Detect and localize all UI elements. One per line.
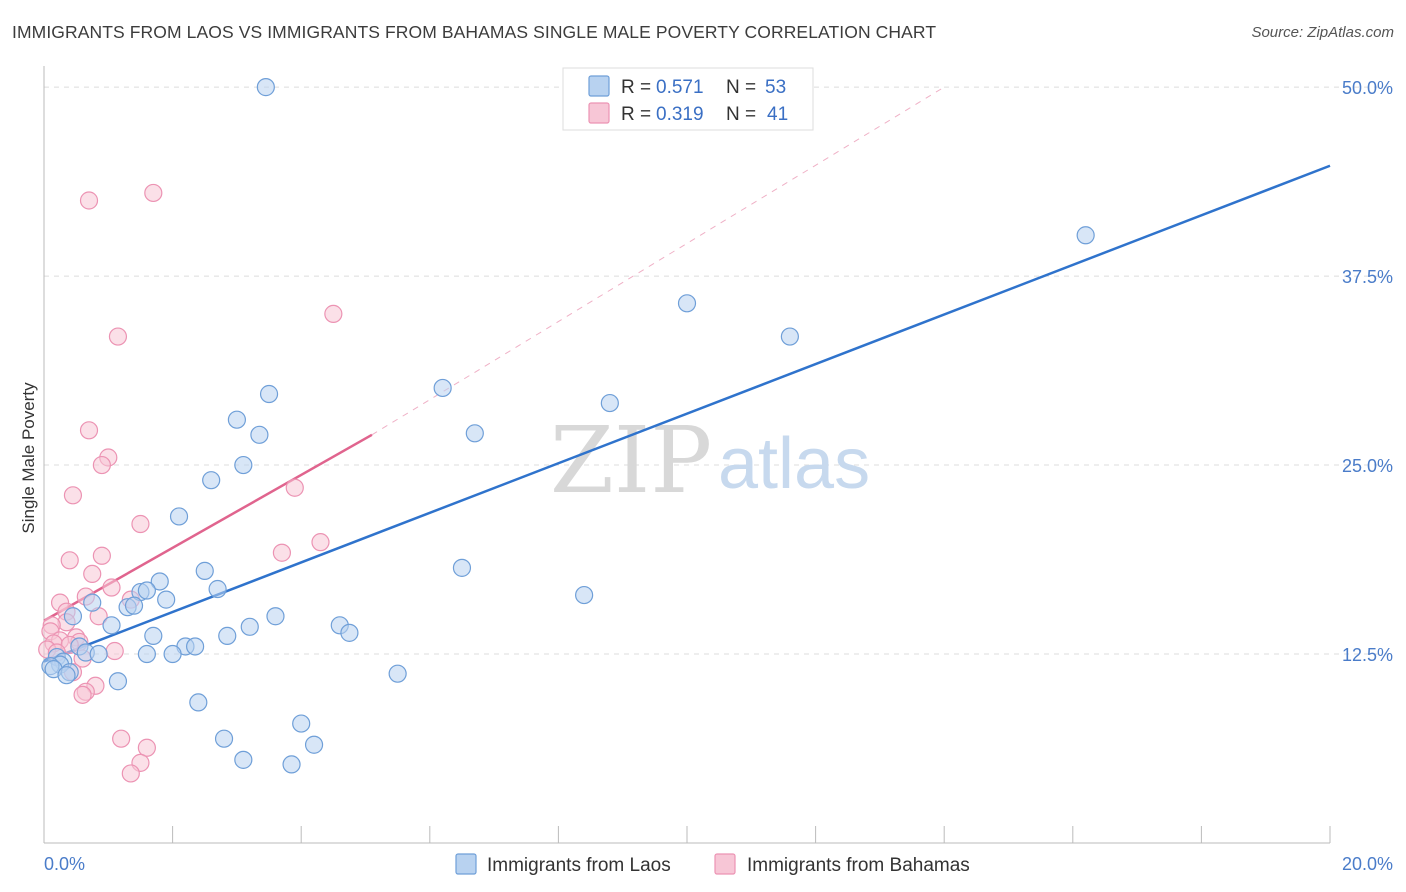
y-tick-label-0: 12.5% <box>1342 645 1393 665</box>
point-bahamas-6 <box>92 455 111 475</box>
y-tick-label-1: 25.0% <box>1342 456 1393 476</box>
point-laos-52 <box>234 750 253 769</box>
legend-bahamas-n-value: 41 <box>767 104 788 125</box>
series-legend-bahamas-label: Immigrants from Bahamas <box>747 855 970 876</box>
point-laos-45 <box>57 666 76 685</box>
legend-bahamas-r-label: R = <box>621 104 651 125</box>
source-label: Source: ZipAtlas.com <box>1251 24 1394 41</box>
point-bahamas-10 <box>311 533 330 552</box>
point-laos-19 <box>137 581 156 600</box>
point-bahamas-11 <box>272 543 292 562</box>
data-points <box>38 78 1095 783</box>
point-laos-38 <box>163 644 182 664</box>
point-laos-1 <box>1076 226 1095 245</box>
point-bahamas-14 <box>83 564 102 584</box>
chart-title: IMMIGRANTS FROM LAOS VS IMMIGRANTS FROM … <box>12 22 937 42</box>
grid-lines <box>44 86 1394 655</box>
point-laos-23 <box>124 596 144 615</box>
point-laos-4 <box>259 384 279 404</box>
point-laos-20 <box>157 590 176 609</box>
point-laos-53 <box>282 755 301 774</box>
point-bahamas-36 <box>73 685 92 704</box>
axes <box>43 66 1331 844</box>
point-laos-12 <box>169 507 189 526</box>
point-laos-47 <box>108 672 128 691</box>
point-laos-24 <box>63 607 83 626</box>
stats-legend: R = 0.571 N = 53 R = 0.319 N = 41 <box>562 67 814 131</box>
point-bahamas-12 <box>92 546 111 565</box>
point-bahamas-4 <box>79 421 99 440</box>
series-legend-laos-swatch <box>455 853 477 875</box>
point-laos-46 <box>388 664 407 683</box>
point-laos-21 <box>83 593 102 612</box>
point-laos-17 <box>575 585 594 605</box>
x-tick-label-1: 20.0% <box>1342 854 1393 874</box>
point-bahamas-8 <box>63 486 83 505</box>
point-laos-29 <box>340 623 359 642</box>
point-laos-0 <box>256 78 275 97</box>
x-tick-labels: 0.0% 20.0% <box>44 854 1393 874</box>
watermark-atlas: atlas <box>718 424 870 504</box>
point-bahamas-7 <box>285 478 304 497</box>
trend-line-laos <box>43 164 1331 663</box>
trend-line-bahamas-extension <box>371 86 945 436</box>
legend-laos-n-value: 53 <box>765 77 786 98</box>
legend-laos-r-value: 0.571 <box>656 77 704 98</box>
series-legend: Immigrants from Laos Immigrants from Bah… <box>455 853 970 876</box>
point-laos-36 <box>89 644 108 664</box>
point-bahamas-9 <box>131 514 150 534</box>
x-tick-label-0: 0.0% <box>44 854 85 874</box>
y-tick-labels: 12.5% 25.0% 37.5% 50.0% <box>1342 78 1393 665</box>
point-bahamas-38 <box>137 738 156 757</box>
point-bahamas-1 <box>79 191 99 210</box>
point-laos-33 <box>186 637 205 656</box>
point-laos-3 <box>780 327 799 346</box>
point-laos-37 <box>137 644 156 664</box>
y-tick-label-2: 37.5% <box>1342 267 1393 287</box>
point-laos-2 <box>677 294 697 313</box>
point-bahamas-37 <box>112 729 131 748</box>
point-laos-5 <box>433 378 452 398</box>
point-laos-26 <box>102 616 121 635</box>
point-laos-51 <box>304 735 324 754</box>
legend-laos-n-label: N = <box>726 77 756 98</box>
legend-bahamas-n-label: N = <box>726 104 756 125</box>
point-laos-10 <box>234 455 253 475</box>
point-laos-13 <box>452 558 472 577</box>
point-bahamas-15 <box>102 578 121 597</box>
point-bahamas-3 <box>108 327 128 346</box>
point-laos-15 <box>150 572 169 591</box>
watermark-zip: ZIP <box>550 407 712 514</box>
y-tick-label-3: 50.0% <box>1342 78 1393 98</box>
point-laos-50 <box>214 729 234 748</box>
point-bahamas-30 <box>105 641 124 661</box>
point-laos-11 <box>202 471 221 490</box>
trend-lines <box>43 86 1331 663</box>
point-laos-25 <box>266 607 285 626</box>
point-laos-6 <box>600 393 619 413</box>
legend-laos-swatch <box>588 75 610 97</box>
point-bahamas-0 <box>144 183 163 203</box>
point-laos-7 <box>227 410 246 429</box>
series-legend-laos-label: Immigrants from Laos <box>487 855 671 876</box>
y-axis-label: Single Male Poverty <box>19 382 38 534</box>
legend-bahamas-swatch <box>588 102 610 124</box>
legend-laos-r-label: R = <box>621 77 651 98</box>
point-laos-49 <box>292 714 311 733</box>
point-laos-27 <box>240 617 259 636</box>
point-laos-31 <box>218 626 237 645</box>
series-legend-bahamas-swatch <box>714 853 736 875</box>
point-laos-14 <box>195 561 214 580</box>
point-laos-16 <box>208 579 227 599</box>
legend-bahamas-r-value: 0.319 <box>656 104 704 125</box>
point-bahamas-2 <box>324 304 343 323</box>
point-laos-8 <box>250 425 269 444</box>
point-laos-48 <box>189 693 208 712</box>
point-bahamas-40 <box>121 764 140 783</box>
point-laos-9 <box>465 424 484 443</box>
trend-line-bahamas <box>43 433 373 622</box>
point-bahamas-13 <box>60 551 79 570</box>
point-laos-30 <box>144 626 163 645</box>
